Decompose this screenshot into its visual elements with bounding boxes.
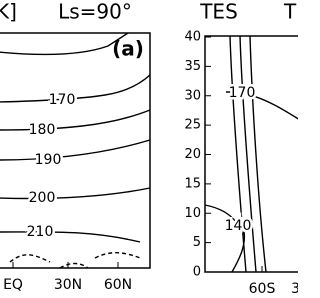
y-tick-label: 0 bbox=[193, 265, 201, 280]
contour-line bbox=[0, 187, 151, 200]
panel-subtitle: T bbox=[283, 0, 297, 24]
contour-line bbox=[249, 35, 267, 273]
panel-title: K] bbox=[0, 0, 17, 24]
contour-line bbox=[204, 204, 246, 273]
contour-label: 190 bbox=[35, 152, 62, 168]
contour-label: 210 bbox=[27, 224, 54, 240]
panel-subtitle: Ls=90° bbox=[58, 0, 132, 24]
contour-line bbox=[0, 74, 151, 103]
x-tick-label: 60S bbox=[249, 281, 276, 297]
y-tick-label: 15 bbox=[184, 176, 201, 191]
contour-line bbox=[0, 231, 141, 243]
contour-line bbox=[0, 32, 129, 56]
y-tick-label: 25 bbox=[184, 118, 201, 133]
y-tick-label: 35 bbox=[184, 59, 201, 74]
y-tick-label: 5 bbox=[193, 235, 201, 250]
panel-frame bbox=[0, 32, 151, 269]
x-tick-label: 60N bbox=[104, 277, 132, 293]
x-tick-label: 30 bbox=[291, 281, 298, 297]
contour-label: 170 bbox=[229, 85, 256, 101]
contour-line bbox=[239, 35, 257, 273]
contour-label: 200 bbox=[29, 190, 56, 206]
contour-label: 140 bbox=[225, 218, 252, 234]
y-tick-label: 40 bbox=[184, 30, 201, 45]
contour-line bbox=[229, 35, 247, 273]
y-tick-label: 10 bbox=[184, 206, 201, 221]
contour-line bbox=[0, 139, 151, 161]
contour-label: 180 bbox=[29, 122, 56, 138]
panel-title: TES bbox=[199, 0, 238, 24]
contour-line bbox=[9, 252, 141, 269]
contour-line bbox=[0, 109, 151, 131]
y-tick-label: 20 bbox=[184, 147, 201, 162]
x-tick-label: EQ bbox=[3, 277, 23, 293]
contour-label: 170 bbox=[49, 92, 76, 108]
y-tick-label: 30 bbox=[184, 88, 201, 103]
x-tick-label: 30N bbox=[54, 277, 82, 293]
